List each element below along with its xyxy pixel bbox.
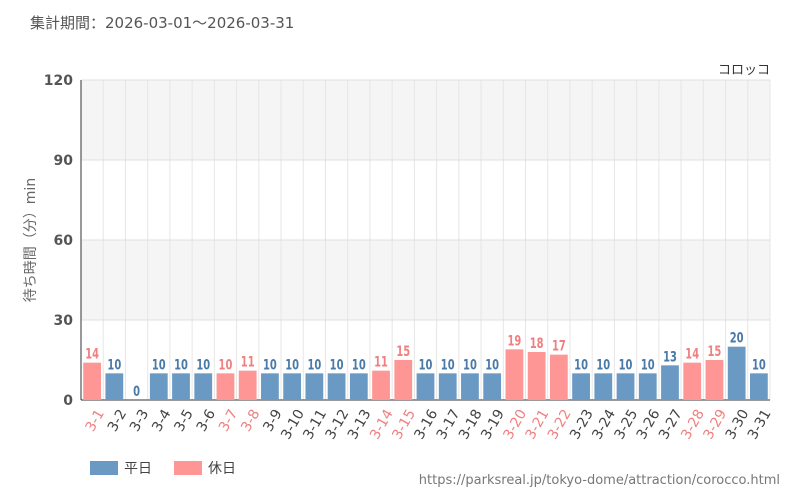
data-label: 10 <box>485 357 499 374</box>
bar <box>749 373 768 400</box>
data-label: 10 <box>107 357 121 374</box>
bar <box>194 373 213 400</box>
bar <box>705 360 724 400</box>
bar <box>238 370 257 400</box>
y-axis-label: 待ち時間（分）min <box>23 178 39 302</box>
legend-swatch-holiday <box>174 461 202 475</box>
bar <box>549 354 568 400</box>
data-label: 10 <box>330 357 344 374</box>
grid-band <box>81 240 770 320</box>
legend-item-weekday: 平日 <box>90 458 152 478</box>
x-tick-label: 3-4 <box>149 407 174 435</box>
source-credit: https://parksreal.jp/tokyo-dome/attracti… <box>418 473 780 488</box>
data-label: 0 <box>133 384 140 401</box>
data-label: 10 <box>174 357 188 374</box>
y-tick-label: 120 <box>44 73 73 89</box>
data-label: 10 <box>596 357 610 374</box>
bar <box>505 349 524 400</box>
data-label: 10 <box>307 357 321 374</box>
data-label: 10 <box>641 357 655 374</box>
bar <box>527 352 546 400</box>
data-label: 11 <box>374 354 388 371</box>
data-label: 10 <box>752 357 766 374</box>
data-label: 10 <box>419 357 433 374</box>
data-label: 19 <box>507 333 521 350</box>
legend-swatch-weekday <box>90 461 118 475</box>
legend-label-holiday: 休日 <box>208 461 236 477</box>
bar <box>683 362 702 400</box>
bar <box>283 373 302 400</box>
bar <box>394 360 413 400</box>
bar <box>305 373 324 400</box>
x-tick-label: 3-8 <box>238 407 263 435</box>
legend-item-holiday: 休日 <box>174 458 236 478</box>
data-label: 20 <box>730 330 744 347</box>
grid-band <box>81 80 770 160</box>
data-label: 10 <box>352 357 366 374</box>
bar <box>461 373 479 400</box>
bar <box>416 373 435 400</box>
y-tick-label: 90 <box>54 153 74 169</box>
bar <box>83 362 102 400</box>
x-tick-label: 3-5 <box>171 407 196 435</box>
x-tick-label: 3-1 <box>83 407 108 435</box>
x-tick-label: 3-2 <box>105 407 130 435</box>
y-tick-label: 0 <box>63 393 73 409</box>
bar <box>438 373 457 400</box>
bar <box>149 373 168 400</box>
bar <box>572 373 590 400</box>
data-label: 14 <box>685 346 699 363</box>
bar <box>327 373 346 400</box>
data-label: 10 <box>574 357 588 374</box>
y-tick-label: 60 <box>54 233 74 249</box>
bar <box>105 373 124 400</box>
data-label: 10 <box>219 357 233 374</box>
legend-label-weekday: 平日 <box>124 461 152 477</box>
chart-title: コロッコ <box>718 63 770 78</box>
period-label: 集計期間：2026-03-01～2026-03-31 <box>30 14 295 32</box>
data-label: 18 <box>530 336 544 353</box>
data-label: 10 <box>463 357 477 374</box>
data-label: 10 <box>152 357 166 374</box>
bar <box>261 373 279 400</box>
bar <box>372 370 390 400</box>
x-tick-label: 3-6 <box>194 407 219 435</box>
data-label: 17 <box>552 338 566 355</box>
data-label: 10 <box>285 357 299 374</box>
bar <box>727 346 746 400</box>
x-tick-label: 3-7 <box>216 407 241 435</box>
bar <box>661 365 679 400</box>
x-tick-label: 3-3 <box>127 407 152 435</box>
bar <box>483 373 502 400</box>
bar <box>616 373 635 400</box>
bar <box>594 373 613 400</box>
data-label: 10 <box>263 357 277 374</box>
data-label: 10 <box>196 357 210 374</box>
data-label: 11 <box>241 354 255 371</box>
data-label: 14 <box>85 346 99 363</box>
bar <box>349 373 368 400</box>
data-label: 10 <box>619 357 633 374</box>
y-tick-label: 30 <box>54 313 74 329</box>
data-label: 15 <box>396 344 410 361</box>
data-label: 10 <box>441 357 455 374</box>
x-tick-label: 3-31 <box>745 407 775 443</box>
data-label: 13 <box>663 349 677 366</box>
data-label: 15 <box>708 344 722 361</box>
bar <box>638 373 657 400</box>
legend: 平日 休日 <box>90 458 236 478</box>
bar <box>172 373 190 400</box>
bar <box>216 373 235 400</box>
